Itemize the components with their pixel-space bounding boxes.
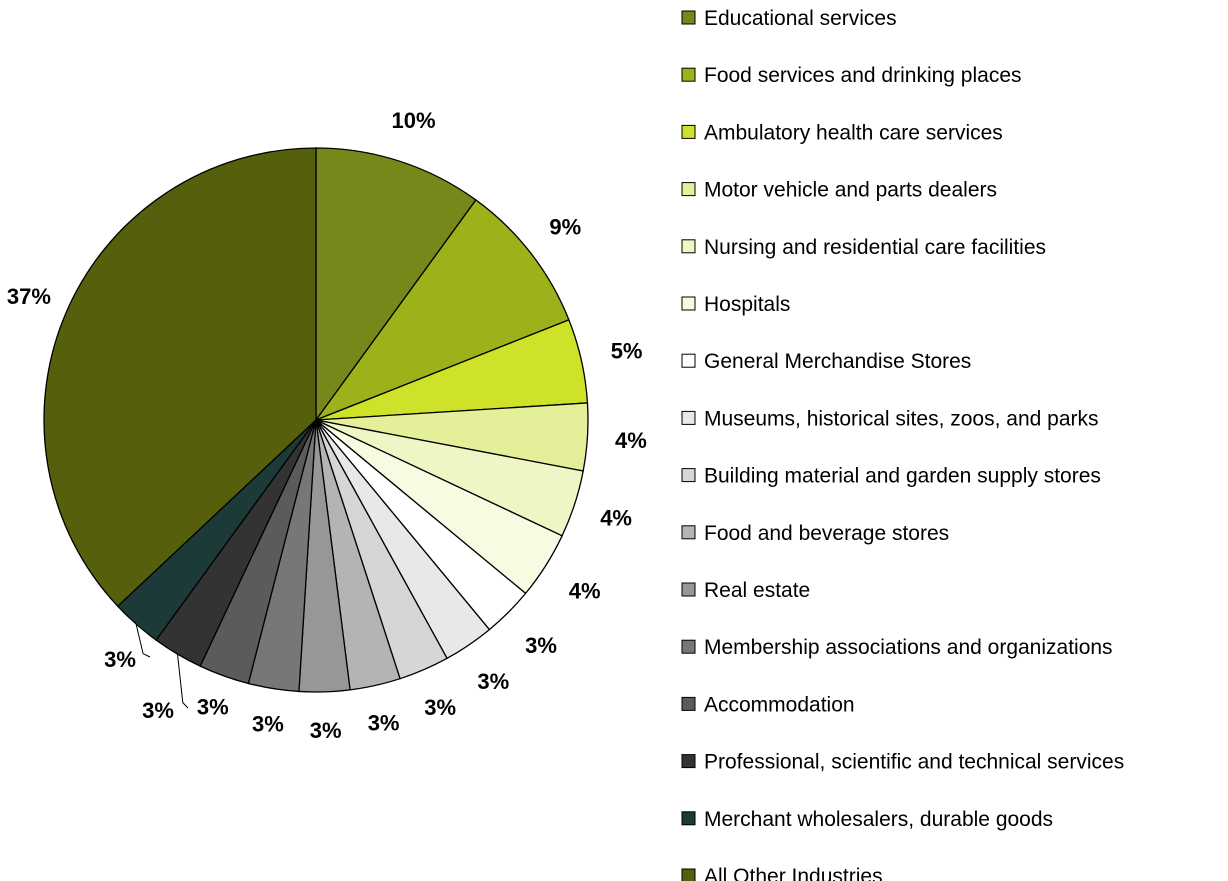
slice-value-label: 3% (252, 712, 284, 737)
legend-label: Museums, historical sites, zoos, and par… (704, 407, 1099, 430)
legend-swatch (681, 468, 696, 483)
legend-label: Food and beverage stores (704, 522, 949, 545)
slice-value-label: 3% (104, 647, 136, 672)
slice-value-label: 3% (525, 633, 557, 658)
slice-value-label: 3% (477, 669, 509, 694)
legend-swatch (681, 754, 696, 769)
legend-swatch (681, 182, 696, 197)
slice-value-label: 3% (368, 711, 400, 736)
legend-label: Ambulatory health care services (704, 121, 1003, 144)
legend-item: Hospitals (681, 293, 790, 316)
pie-slice (314, 199, 570, 422)
slice-value-label: 3% (310, 718, 342, 743)
legend-item: Accommodation (681, 693, 855, 716)
slice-value-label: 4% (600, 506, 632, 531)
legend-label: Professional, scientific and technical s… (704, 751, 1124, 774)
legend-item: Professional, scientific and technical s… (681, 751, 1124, 774)
legend-item: Membership associations and organization… (681, 636, 1113, 659)
legend-label: Building material and garden supply stor… (704, 465, 1101, 488)
legend-item: Merchant wholesalers, durable goods (681, 808, 1053, 831)
slice-value-label: 4% (569, 579, 601, 604)
slice-value-label: 4% (615, 428, 647, 453)
legend-item: Motor vehicle and parts dealers (681, 179, 997, 202)
legend-item: Museums, historical sites, zoos, and par… (681, 407, 1099, 430)
pie-slices (43, 147, 589, 693)
legend-item: Building material and garden supply stor… (681, 465, 1101, 488)
legend-swatch (681, 410, 696, 425)
pie-slice (315, 147, 477, 423)
legend-label: Hospitals (704, 293, 790, 316)
legend-item: General Merchandise Stores (681, 350, 971, 373)
data-labels: 10% 9% 5% 4% 4% 4% 3% 3% 3% 3% 3% 3% 3% 3% 3% 37% (7, 108, 647, 743)
legend-swatch (681, 582, 696, 597)
legend-swatch (681, 696, 696, 711)
leader-lines (135, 623, 189, 709)
slice-value-label: 5% (611, 339, 643, 364)
legend-swatch (681, 525, 696, 540)
legend-swatch (681, 811, 696, 826)
slice-value-label: 3% (142, 698, 174, 723)
legend-label: Educational services (704, 7, 897, 30)
legend: Educational services Food services and dr… (681, 7, 1124, 881)
legend-item: Ambulatory health care services (681, 121, 1003, 144)
legend-swatch (681, 639, 696, 654)
leader-line (177, 654, 189, 709)
legend-label: Membership associations and organization… (704, 636, 1113, 659)
legend-label: Motor vehicle and parts dealers (704, 179, 997, 202)
slice-value-label: 37% (7, 284, 51, 309)
legend-label: Nursing and residential care facilities (704, 236, 1046, 259)
slice-value-label: 3% (424, 695, 456, 720)
legend-swatch (681, 868, 696, 881)
legend-swatch (681, 124, 696, 139)
slice-value-label: 3% (197, 695, 229, 720)
legend-item: Educational services (681, 7, 897, 30)
legend-label: Real estate (704, 579, 810, 602)
legend-swatch (681, 296, 696, 311)
legend-item: Food and beverage stores (681, 522, 949, 545)
legend-swatch (681, 67, 696, 82)
legend-swatch (681, 353, 696, 368)
legend-swatch (681, 239, 696, 254)
legend-item: Real estate (681, 579, 810, 602)
legend-label: General Merchandise Stores (704, 350, 971, 373)
legend-label: Food services and drinking places (704, 64, 1022, 87)
leader-line (135, 623, 151, 658)
pie-slice (43, 147, 317, 608)
legend-label: Accommodation (704, 693, 855, 716)
legend-item: Nursing and residential care facilities (681, 236, 1046, 259)
legend-swatch (681, 10, 696, 25)
legend-label: Merchant wholesalers, durable goods (704, 808, 1053, 831)
legend-item: All Other Industries (681, 865, 883, 881)
legend-label: All Other Industries (704, 865, 883, 881)
slice-value-label: 9% (549, 215, 581, 240)
slice-value-label: 10% (391, 108, 435, 133)
legend-item: Food services and drinking places (681, 64, 1022, 87)
